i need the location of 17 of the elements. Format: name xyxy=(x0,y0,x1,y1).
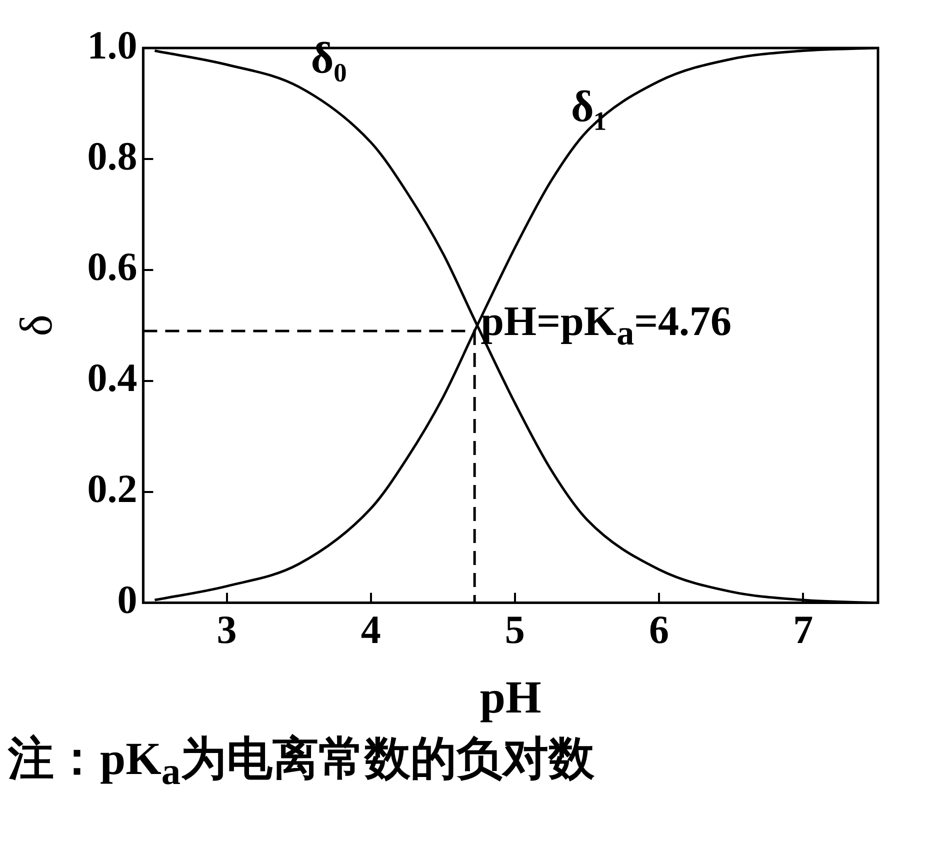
x-tick-label: 5 xyxy=(504,607,525,652)
annotation: pH=pK$_{a}$=4.76 xyxy=(480,298,732,352)
x-axis-title: pH xyxy=(480,671,542,722)
y-tick-label: 0.6 xyxy=(87,244,138,290)
text: 注：pK$_{a}$为电离常数的负对数 xyxy=(8,732,596,794)
y-tick-label: 0.2 xyxy=(87,466,138,512)
y-tick-label: 1.0 xyxy=(87,22,138,68)
x-tick-label: 6 xyxy=(649,607,669,652)
x-tick-label: 7 xyxy=(793,607,814,652)
y-tick-label: 0.8 xyxy=(87,133,138,178)
x-tick-label: 4 xyxy=(360,607,381,652)
y-tick-label: 0.4 xyxy=(87,355,138,400)
y-tick-label: 0 xyxy=(117,577,138,622)
series-label: δ₁ xyxy=(570,82,607,132)
series-label: δ₀ xyxy=(310,33,347,82)
y-axis-title: δ xyxy=(10,314,62,336)
x-tick-label: 3 xyxy=(216,607,237,652)
